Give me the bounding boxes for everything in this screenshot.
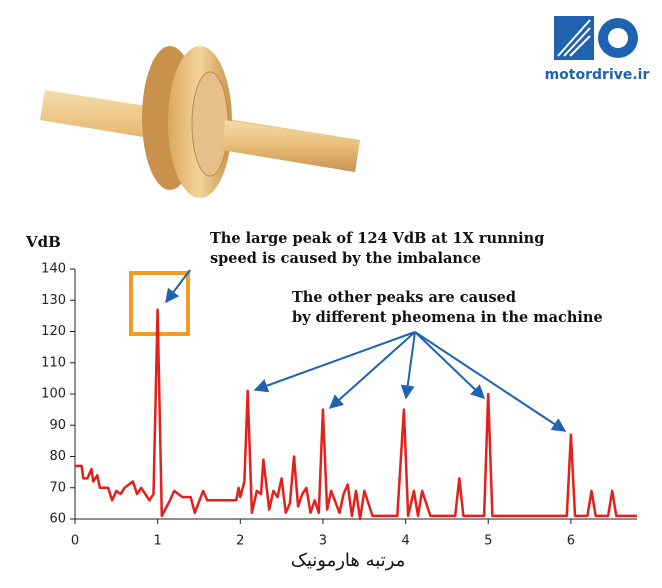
y-tick-label: 130 (41, 293, 66, 308)
y-tick-label: 70 (49, 480, 66, 495)
annotation: by different pheomena in the machine (292, 309, 603, 326)
data-line (75, 308, 637, 521)
logo-text: motordrive.ir (545, 67, 650, 83)
highlight-box (129, 271, 190, 336)
rotor-image (40, 46, 360, 198)
y-tick-label: 110 (41, 355, 66, 370)
x-tick-label: 1 (154, 534, 162, 549)
y-tick-label: 120 (41, 324, 66, 339)
arrows (165, 269, 567, 432)
y-tick-label: 90 (49, 418, 66, 433)
logo: motordrive.ir (545, 16, 650, 83)
annotation: The large peak of 124 VdB at 1X running (210, 230, 544, 247)
x-tick-label: 3 (319, 534, 327, 549)
x-tick-label: 6 (567, 534, 575, 549)
annotation: speed is caused by the imbalance (210, 250, 481, 267)
y-tick-label: 140 (41, 262, 66, 277)
y-tick-label: 60 (49, 512, 66, 527)
x-axis-label: مرتبه هارمونیک (291, 550, 406, 571)
y-tick-label: 80 (49, 449, 66, 464)
y-tick-label: 100 (41, 387, 66, 402)
annotation: The other peaks are caused (292, 289, 516, 306)
x-tick-label: 4 (401, 534, 409, 549)
x-tick-label: 0 (71, 534, 79, 549)
y-axis-label: VdB (25, 233, 61, 251)
x-tick-label: 5 (484, 534, 492, 549)
x-tick-label: 2 (236, 534, 244, 549)
